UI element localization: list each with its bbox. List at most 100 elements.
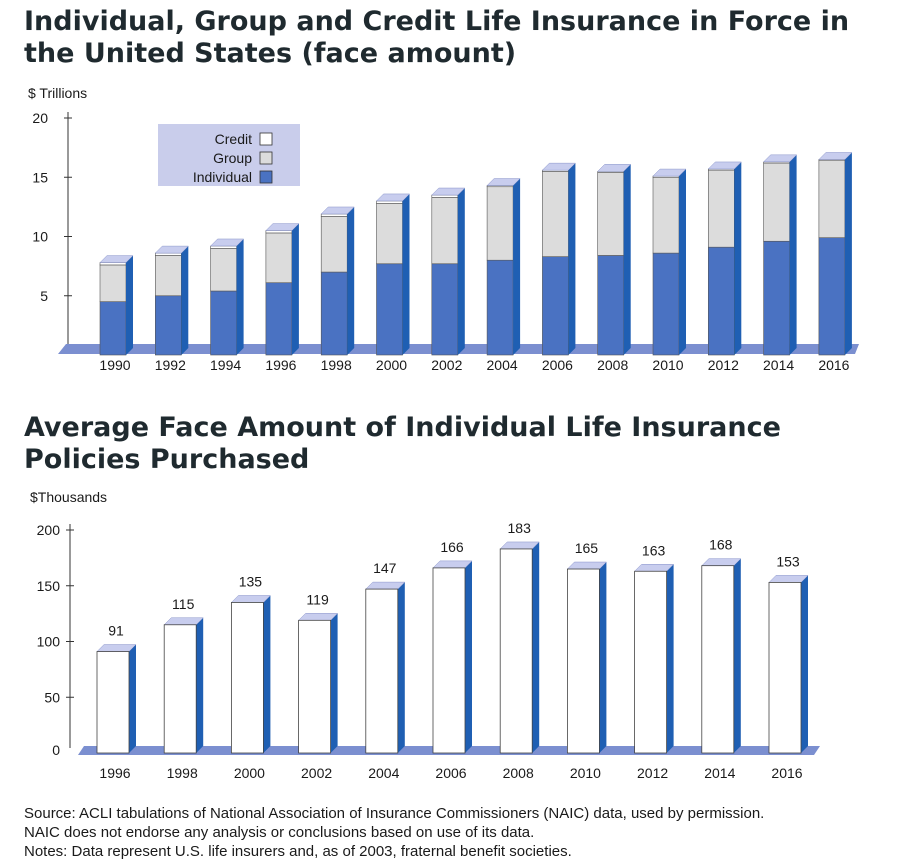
bar-segment-individual bbox=[763, 240, 790, 356]
x-tick-label: 2002 bbox=[301, 765, 332, 781]
bar-side-face bbox=[181, 246, 189, 355]
bar-top-face bbox=[297, 613, 339, 621]
data-label: 119 bbox=[306, 591, 329, 607]
bar bbox=[298, 619, 332, 754]
data-label: 135 bbox=[239, 573, 263, 589]
x-tick-label: 2004 bbox=[487, 357, 518, 373]
bar-top-face bbox=[633, 564, 675, 572]
bar-segment-group bbox=[155, 255, 182, 297]
x-tick-label: 1996 bbox=[265, 357, 296, 373]
chart2-y-unit-label: $Thousands bbox=[30, 489, 108, 505]
x-tick-label: 2004 bbox=[368, 765, 399, 781]
bar-top-face bbox=[431, 187, 466, 196]
x-tick-label: 1996 bbox=[99, 765, 130, 781]
bar-segment-group bbox=[707, 169, 735, 248]
bar-segment-individual bbox=[542, 256, 569, 356]
bar-side-face bbox=[532, 541, 540, 753]
bar-side-face bbox=[513, 178, 521, 355]
bar-top-face bbox=[762, 154, 798, 163]
chart1-y-unit-label: $ Trillions bbox=[28, 85, 88, 101]
y-tick-label: 50 bbox=[44, 689, 60, 705]
bar-top-face bbox=[768, 575, 809, 583]
bar-top-face bbox=[486, 178, 521, 186]
x-tick-label: 1990 bbox=[99, 357, 130, 373]
data-label: 168 bbox=[709, 537, 733, 553]
chart2-title: Average Face Amount of Individual Life I… bbox=[24, 412, 781, 475]
source-line: Source: ACLI tabulations of National Ass… bbox=[24, 805, 765, 822]
bar-segment-group bbox=[99, 264, 127, 302]
bar-side-face bbox=[330, 613, 338, 753]
bar-top-face bbox=[701, 558, 742, 566]
bar bbox=[701, 565, 735, 754]
bar-top-face bbox=[265, 223, 300, 231]
bar-side-face bbox=[196, 617, 204, 753]
legend-background bbox=[158, 124, 300, 186]
bar-side-face bbox=[599, 562, 607, 753]
bar bbox=[163, 624, 197, 754]
bar-segment-individual bbox=[320, 271, 348, 356]
bar-segment-individual bbox=[707, 246, 735, 356]
x-tick-label: 2016 bbox=[771, 765, 802, 781]
bar bbox=[499, 548, 533, 754]
y-tick-label: 200 bbox=[37, 522, 61, 538]
bar bbox=[432, 567, 466, 754]
x-tick-label: 2008 bbox=[597, 357, 628, 373]
bar bbox=[634, 570, 667, 754]
y-tick-label: 0 bbox=[52, 742, 60, 758]
bar bbox=[768, 582, 802, 754]
bar-side-face bbox=[789, 154, 797, 355]
chart1-title: Individual, Group and Credit Life Insura… bbox=[24, 6, 850, 69]
x-tick-label: 2008 bbox=[503, 765, 534, 781]
bar-top-face bbox=[707, 161, 742, 170]
y-tick-label: 15 bbox=[32, 169, 48, 185]
y-tick-label: 10 bbox=[32, 229, 48, 245]
bar bbox=[230, 602, 264, 754]
y-tick-label: 20 bbox=[32, 110, 48, 126]
x-tick-label: 2006 bbox=[542, 357, 573, 373]
bar-side-face bbox=[679, 169, 686, 355]
bar-segment-group bbox=[320, 216, 348, 273]
bar-top-face bbox=[432, 560, 473, 569]
bar-top-face bbox=[541, 162, 577, 171]
bar-top-face bbox=[209, 238, 245, 247]
x-tick-label: 2012 bbox=[637, 765, 668, 781]
x-tick-label: 1998 bbox=[321, 357, 352, 373]
data-label: 153 bbox=[776, 553, 800, 569]
bar-segment-individual bbox=[155, 295, 182, 356]
bar-segment-group bbox=[597, 172, 625, 256]
average-face-amount-chart: 0 50 100 150 200 91 1996 115 1998 135 2000 119 2002 1… bbox=[37, 520, 820, 781]
bar-side-face bbox=[568, 163, 576, 355]
bar bbox=[365, 588, 399, 754]
bar-side-face bbox=[623, 164, 631, 355]
x-tick-label: 2000 bbox=[376, 357, 407, 373]
x-tick-label: 2002 bbox=[431, 357, 462, 373]
bar-segment-individual bbox=[431, 263, 459, 356]
bar-top-face bbox=[499, 541, 540, 550]
data-label: 147 bbox=[373, 560, 397, 576]
bar-top-face bbox=[163, 617, 204, 626]
bar-segment-group bbox=[818, 160, 846, 238]
legend-swatch-individual bbox=[259, 170, 273, 184]
bar-top-face bbox=[365, 581, 406, 590]
insurance-in-force-chart: 5 10 15 20 1990 1992 1994 1996 1998 2000 2002 2004 2… bbox=[32, 110, 859, 373]
bar-side-face bbox=[236, 238, 244, 355]
x-tick-label: 2010 bbox=[570, 765, 601, 781]
bar-top-face bbox=[320, 206, 355, 215]
x-tick-label: 2000 bbox=[234, 765, 265, 781]
data-label: 115 bbox=[172, 596, 195, 612]
bar-side-face bbox=[263, 595, 271, 753]
data-label: 165 bbox=[575, 540, 599, 556]
data-label: 163 bbox=[642, 542, 666, 558]
bar-top-face bbox=[597, 164, 632, 172]
data-label: 183 bbox=[508, 520, 532, 536]
x-tick-label: 2010 bbox=[652, 357, 683, 373]
x-tick-label: 2006 bbox=[435, 765, 466, 781]
x-tick-label: 1998 bbox=[167, 765, 198, 781]
bar-side-face bbox=[666, 564, 674, 753]
x-tick-label: 2014 bbox=[704, 765, 735, 781]
data-label: 166 bbox=[440, 539, 464, 555]
bar-top-face bbox=[375, 193, 411, 202]
bar-top-face bbox=[96, 644, 137, 652]
bar-segment-individual bbox=[376, 263, 403, 356]
y-tick-label: 5 bbox=[40, 288, 48, 304]
